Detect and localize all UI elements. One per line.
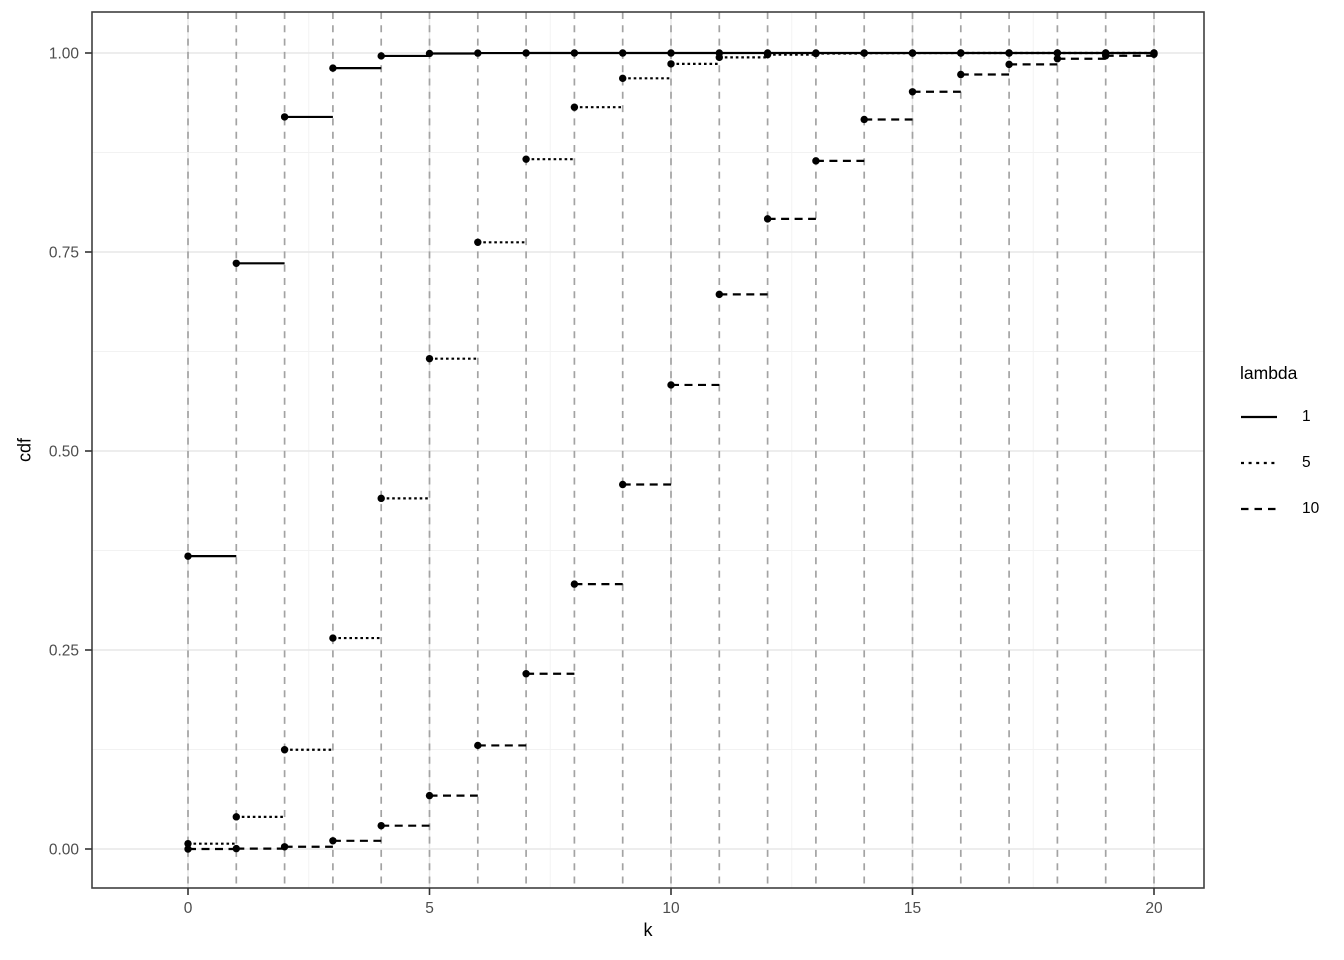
y-tick-label: 1.00: [49, 46, 80, 63]
y-tick-label: 0.00: [49, 842, 80, 859]
data-point: [1005, 60, 1013, 69]
data-point: [1102, 52, 1110, 60]
data-point: [377, 494, 385, 503]
data-point: [860, 115, 868, 124]
data-point: [812, 49, 820, 58]
data-point: [1150, 50, 1158, 58]
data-point: [522, 155, 530, 163]
legend-entry-label: 10: [1302, 500, 1320, 517]
data-point: [329, 634, 337, 642]
x-tick-label: 10: [662, 900, 680, 917]
data-point: [860, 49, 868, 57]
legend-entry-lambda-10: 10: [1240, 486, 1319, 532]
dashed-line-key-icon: [1240, 499, 1278, 519]
data-point: [377, 821, 385, 830]
legend-entry-lambda-5: 5: [1240, 440, 1319, 486]
data-point: [1053, 49, 1062, 57]
data-point: [474, 741, 482, 750]
legend: lambda 1 5 10: [1240, 363, 1319, 532]
data-point: [763, 215, 772, 223]
dotted-line-key-icon: [1240, 453, 1278, 473]
data-point: [619, 480, 627, 489]
data-point: [957, 49, 965, 57]
data-point: [184, 845, 192, 853]
legend-title: lambda: [1240, 363, 1298, 383]
data-point: [425, 49, 434, 58]
data-point: [619, 74, 627, 83]
series-lambda-5: [184, 49, 1158, 848]
data-point: [522, 670, 530, 678]
data-point: [715, 290, 723, 299]
series-lambda-10: [184, 50, 1158, 853]
data-point: [570, 103, 579, 111]
x-tick-label: 15: [904, 900, 921, 917]
data-point: [425, 791, 434, 800]
y-tick-label: 0.50: [49, 444, 80, 461]
data-point: [570, 49, 579, 57]
data-point: [280, 113, 289, 121]
x-axis-title: k: [643, 920, 653, 940]
data-point: [667, 60, 675, 68]
data-point: [280, 843, 289, 851]
x-tick-label: 0: [184, 900, 193, 917]
data-point: [329, 837, 337, 845]
data-point: [329, 64, 337, 72]
panel-border: [91, 11, 1205, 889]
data-point: [957, 70, 965, 79]
legend-entry-lambda-1: 1: [1240, 394, 1319, 440]
data-point: [474, 49, 482, 57]
data-point: [619, 49, 627, 57]
data-point: [763, 50, 772, 59]
data-point: [232, 813, 240, 821]
legend-entry-label: 5: [1302, 454, 1311, 471]
data-point: [280, 746, 289, 754]
legend-entry-label: 1: [1302, 408, 1311, 425]
data-point: [908, 88, 917, 96]
data-point: [715, 53, 723, 62]
y-axis-title: cdf: [14, 437, 35, 463]
data-point: [184, 839, 192, 848]
data-point: [425, 354, 434, 363]
legend-entries: 1 5 10: [1240, 394, 1319, 532]
data-point: [1053, 55, 1062, 63]
data-point: [232, 844, 240, 853]
data-point: [377, 52, 385, 60]
data-point: [184, 552, 192, 560]
data-point: [522, 49, 530, 57]
data-point: [908, 49, 917, 57]
data-point: [232, 259, 240, 268]
y-tick-label: 0.75: [49, 245, 79, 262]
solid-line-key-icon: [1240, 407, 1278, 427]
data-point: [1005, 49, 1013, 57]
x-tick-label: 20: [1145, 900, 1163, 917]
data-point: [570, 580, 579, 588]
data-point: [474, 238, 482, 246]
data-point: [667, 49, 675, 57]
data-point: [667, 381, 675, 389]
y-tick-label: 0.25: [49, 643, 79, 660]
x-tick-label: 5: [425, 900, 434, 917]
data-point: [812, 157, 820, 165]
